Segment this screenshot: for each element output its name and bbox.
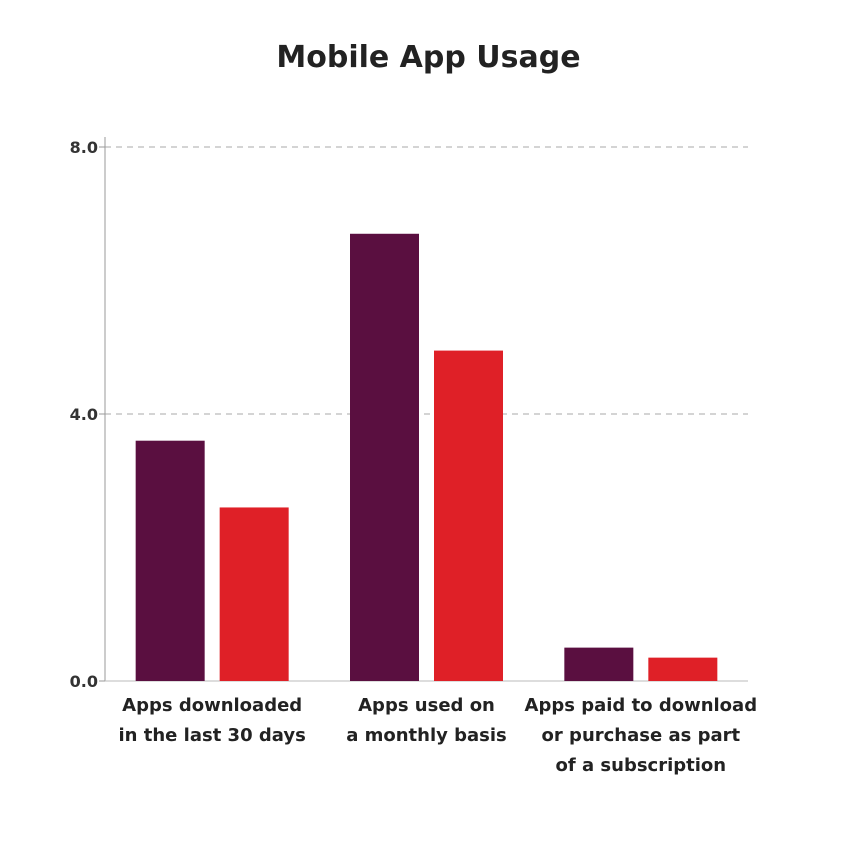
x-category-label: Apps downloaded [122, 695, 302, 716]
y-tick-label: 4.0 [70, 405, 98, 424]
x-category-label: Apps used on [358, 695, 495, 716]
x-category-label: of a subscription [556, 755, 727, 776]
bar-series-1-cat-1 [135, 440, 205, 681]
x-category-label: or purchase as part [542, 725, 741, 746]
category-labels: Apps downloaded in the last 30 days Apps u… [119, 695, 758, 776]
bars [135, 233, 718, 681]
x-category-label: in the last 30 days [119, 725, 306, 746]
gridlines [105, 146, 748, 415]
y-tick-label: 8.0 [70, 138, 98, 157]
bar-series-1-cat-2 [350, 233, 419, 681]
x-category-label: a monthly basis [346, 725, 507, 746]
bar-series-2-cat-2 [434, 350, 503, 681]
bar-series-2-cat-3 [648, 657, 718, 681]
axes [99, 137, 748, 682]
y-tick-labels: 0.0 4.0 8.0 [70, 138, 98, 691]
y-tick-label: 0.0 [70, 672, 98, 691]
chart-title: Mobile App Usage [276, 40, 581, 75]
x-category-label: Apps paid to download [525, 695, 758, 716]
bar-series-1-cat-3 [564, 647, 634, 681]
bar-series-2-cat-1 [219, 507, 289, 681]
